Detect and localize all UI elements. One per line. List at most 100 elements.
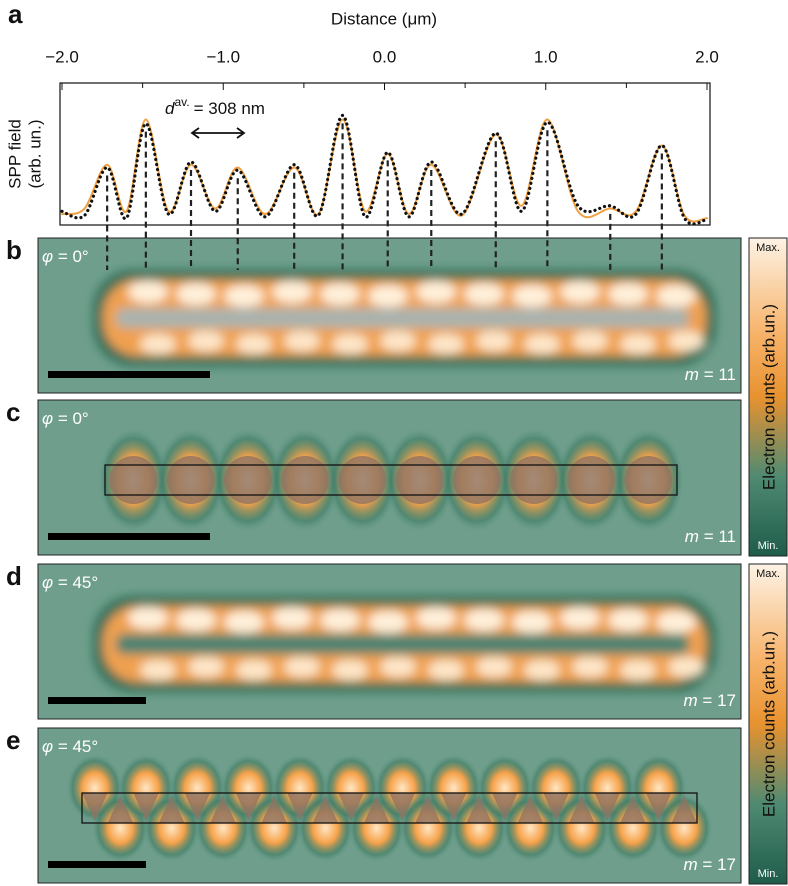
hotspot bbox=[656, 285, 696, 307]
colorbar-title: Electron counts (arb.un.) bbox=[759, 631, 778, 817]
hotspot bbox=[416, 281, 456, 303]
hotspot bbox=[620, 334, 656, 354]
hotspot bbox=[176, 283, 216, 305]
hotspot bbox=[608, 283, 648, 305]
core bbox=[645, 793, 697, 823]
order-symbol: m bbox=[684, 855, 698, 874]
panel-frame bbox=[37, 399, 742, 556]
panel-frame bbox=[37, 727, 742, 884]
hotspot bbox=[128, 281, 168, 303]
hotspot bbox=[464, 283, 504, 305]
hotspot bbox=[428, 334, 464, 354]
y-axis-title: SPP field bbox=[5, 119, 24, 189]
hotspot bbox=[512, 285, 552, 307]
hotspot bbox=[368, 611, 408, 633]
lobe bbox=[656, 794, 713, 862]
image-panel bbox=[37, 399, 742, 556]
panel-frame bbox=[37, 237, 742, 394]
intensity-map bbox=[93, 596, 716, 692]
annotation: dav. = 308 nm bbox=[165, 95, 265, 118]
hotspot bbox=[140, 660, 176, 680]
scale-bar bbox=[48, 697, 146, 704]
hotspot bbox=[512, 611, 552, 633]
colorbar-min: Min. bbox=[758, 868, 779, 880]
hotspot bbox=[320, 609, 360, 631]
core bbox=[281, 456, 330, 504]
hotspot bbox=[224, 285, 264, 307]
core bbox=[338, 456, 387, 504]
panel-frame bbox=[37, 563, 742, 720]
order-label: m = 17 bbox=[684, 691, 736, 710]
hotspot bbox=[524, 660, 560, 680]
core bbox=[166, 456, 215, 504]
hotspot bbox=[524, 334, 560, 354]
hotspot bbox=[464, 609, 504, 631]
x-tick-label: 2.0 bbox=[695, 47, 719, 66]
order-symbol: m bbox=[685, 527, 699, 546]
hotspot bbox=[236, 660, 272, 680]
order-symbol: m bbox=[684, 691, 698, 710]
hotspot bbox=[176, 609, 216, 631]
angle-label: φ = 0° bbox=[42, 409, 89, 428]
annotation-arrow bbox=[190, 127, 246, 139]
panel-label: d bbox=[6, 561, 22, 591]
angle-label: φ = 45° bbox=[42, 737, 98, 756]
angle-symbol: φ bbox=[42, 247, 53, 266]
hotspot bbox=[272, 281, 312, 303]
angle-value: = 45° bbox=[53, 737, 98, 756]
hotspot bbox=[140, 334, 176, 354]
core bbox=[109, 456, 158, 504]
image-panel bbox=[37, 563, 742, 720]
hotspot bbox=[560, 607, 600, 629]
angle-label: φ = 45° bbox=[42, 573, 98, 592]
core bbox=[624, 456, 673, 504]
hotspot bbox=[332, 660, 368, 680]
order-value: = 11 bbox=[699, 527, 736, 546]
core bbox=[224, 456, 272, 504]
hotspot bbox=[236, 334, 272, 354]
hotspot bbox=[620, 660, 656, 680]
hotspot bbox=[476, 331, 512, 351]
angle-symbol: φ bbox=[42, 573, 53, 592]
image-panel bbox=[37, 727, 742, 884]
annotation-text: = 308 nm bbox=[194, 99, 265, 118]
hotspot bbox=[572, 657, 608, 677]
hotspot bbox=[572, 331, 608, 351]
hotspot bbox=[656, 611, 696, 633]
colorbar-max: Max. bbox=[756, 568, 780, 580]
colorbar bbox=[748, 563, 788, 885]
hotspot bbox=[560, 281, 600, 303]
angle-symbol: φ bbox=[42, 737, 53, 756]
angle-value: = 45° bbox=[53, 573, 98, 592]
hotspot bbox=[380, 657, 416, 677]
colorbar-max: Max. bbox=[756, 242, 780, 254]
core bbox=[395, 456, 444, 504]
scale-bar bbox=[48, 861, 146, 868]
intensity-map bbox=[93, 270, 716, 366]
order-value: = 11 bbox=[699, 365, 736, 384]
y-axis-title: (arb. un.) bbox=[25, 120, 44, 189]
wire-outline bbox=[81, 792, 698, 824]
panel-label: a bbox=[8, 0, 23, 29]
colorbar-min: Min. bbox=[758, 540, 779, 552]
order-symbol: m bbox=[685, 365, 699, 384]
hotspot bbox=[332, 334, 368, 354]
wire-outline bbox=[104, 464, 678, 496]
hotspot bbox=[320, 283, 360, 305]
scale-bar bbox=[48, 533, 210, 540]
x-tick-label: 1.0 bbox=[534, 47, 558, 66]
hotspot bbox=[188, 331, 224, 351]
core bbox=[510, 456, 558, 504]
order-value: = 17 bbox=[698, 691, 736, 710]
angle-value: = 0° bbox=[53, 409, 89, 428]
hotspot bbox=[428, 660, 464, 680]
order-value: = 17 bbox=[698, 855, 736, 874]
x-tick-label: 0.0 bbox=[373, 47, 397, 66]
wire bbox=[116, 308, 689, 328]
hotspot bbox=[284, 657, 320, 677]
panel-label: c bbox=[6, 397, 20, 427]
hotspot bbox=[380, 331, 416, 351]
order-label: m = 11 bbox=[685, 365, 736, 384]
image-panel bbox=[37, 237, 742, 394]
core bbox=[567, 456, 616, 504]
